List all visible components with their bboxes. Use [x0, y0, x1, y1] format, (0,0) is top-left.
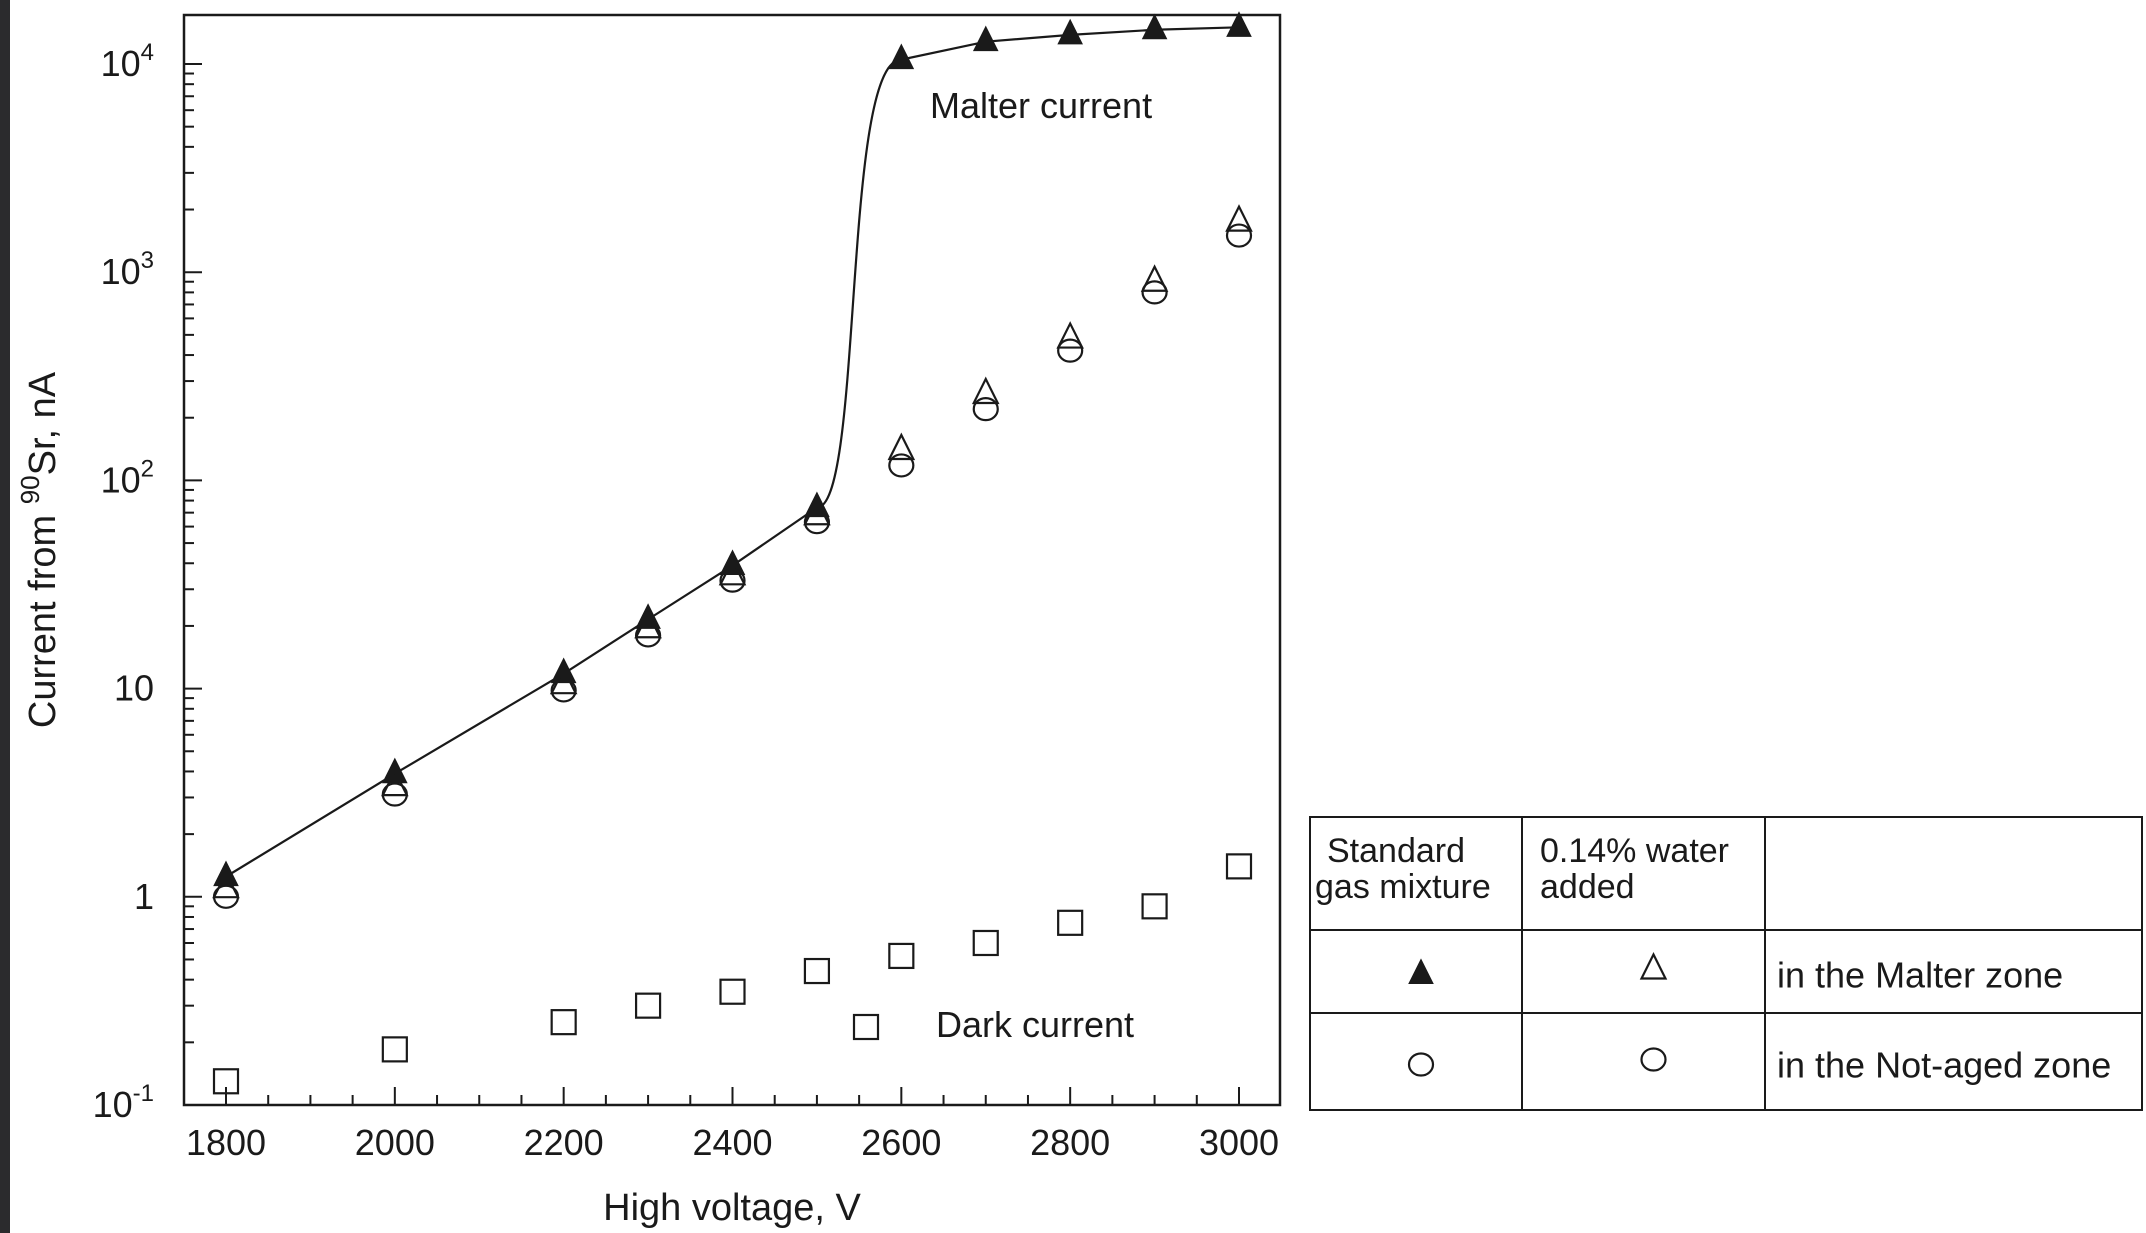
data-point-filled-triangle [1141, 13, 1168, 40]
x-tick-label: 3000 [1199, 1122, 1279, 1163]
data-point-open-circle [381, 782, 408, 807]
legend-marker-open-triangle [1639, 952, 1668, 980]
y-axis-label: Current from 90Sr, nA [15, 371, 64, 728]
data-point-open-square [803, 957, 831, 985]
legend-header-1: 0.14% water added [1540, 832, 1729, 906]
data-point-open-circle [1141, 280, 1168, 305]
data-point-filled-triangle [1226, 11, 1252, 37]
data-point-open-circle [550, 678, 577, 703]
data-point-filled-triangle [888, 43, 915, 70]
legend: Standard gas mixture 0.14% water added in th… [1309, 816, 2143, 1111]
data-point-open-triangle [887, 432, 916, 461]
data-point-open-triangle [212, 870, 240, 899]
data-point-open-circle [212, 884, 240, 909]
annotation-dark-current: Dark current [936, 1004, 1134, 1045]
legend-marker-open-circle [1407, 1052, 1435, 1077]
legend-label: in the Malter zone [1777, 955, 2063, 996]
data-point-open-circle [1225, 223, 1253, 248]
data-point-open-triangle [1225, 204, 1253, 232]
data-point-open-square [1057, 909, 1084, 936]
data-point-filled-triangle [635, 603, 661, 629]
data-point-open-triangle [1056, 321, 1084, 349]
x-axis-label: High voltage, V [603, 1187, 861, 1229]
annotation-malter-current: Malter current [930, 85, 1152, 126]
x-tick-label: 2000 [355, 1122, 435, 1163]
y-tick-label: 10 [114, 668, 154, 709]
x-tick-label: 2600 [861, 1122, 941, 1163]
data-point-filled-triangle [1057, 18, 1083, 45]
data-point-open-square [719, 978, 746, 1005]
data-point-open-circle [972, 397, 999, 422]
x-tick-label: 2200 [524, 1122, 604, 1163]
data-point-open-circle [803, 510, 831, 535]
y-tick-label: 1 [134, 876, 154, 917]
plot-area: 1800 2000 2200 2400 2600 2800 3000 10-1 1 10 102 10… [15, 11, 1282, 1229]
data-point-open-square [381, 1036, 408, 1063]
data-point-open-square [1225, 853, 1253, 880]
x-tick-label: 2800 [1030, 1122, 1110, 1163]
legend-label: in the Not-aged zone [1777, 1045, 2111, 1086]
legend-marker-filled-triangle [1408, 958, 1434, 984]
data-point-open-square [972, 929, 999, 957]
annotation-square-marker [852, 1013, 880, 1041]
y-tick-label: 103 [101, 247, 154, 292]
data-point-open-triangle [971, 376, 1000, 405]
y-tick-label: 104 [101, 39, 154, 84]
data-point-open-circle [719, 568, 746, 593]
data-point-open-square [1141, 893, 1168, 920]
x-tick-label: 1800 [186, 1122, 266, 1163]
data-point-open-square [888, 942, 915, 970]
y-tick-label: 102 [101, 455, 154, 500]
data-point-open-circle [888, 453, 915, 478]
data-point-open-square [550, 1009, 577, 1036]
data-point-filled-triangle [972, 25, 999, 52]
legend-marker-open-circle [1640, 1047, 1667, 1072]
data-point-open-circle [634, 623, 662, 648]
x-tick-label: 2400 [692, 1122, 772, 1163]
data-point-open-triangle [381, 768, 409, 797]
data-point-open-square [212, 1068, 240, 1095]
data-point-open-triangle [1140, 264, 1169, 292]
legend-frame [1309, 816, 2143, 1111]
data-point-open-circle [1057, 338, 1084, 363]
data-point-open-square [634, 992, 662, 1019]
legend-header-0: Standard gas mixture [1315, 832, 1491, 906]
y-tick-label: 10-1 [93, 1080, 154, 1125]
